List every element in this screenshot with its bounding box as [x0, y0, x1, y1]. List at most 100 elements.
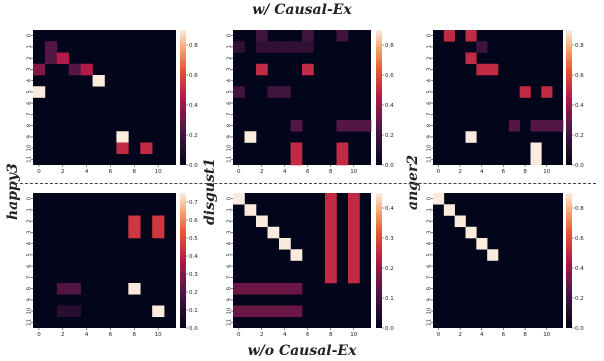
x-tick-label: 0	[37, 169, 41, 175]
y-tick-label: 3	[227, 67, 233, 71]
heatmap-cell	[302, 41, 314, 53]
heatmap-cell	[44, 41, 58, 53]
heatmap-cell	[541, 120, 553, 132]
heatmap-cell	[56, 305, 70, 318]
x-tick-label: 10	[543, 332, 550, 338]
colorbar-tick-label: 0.4	[189, 254, 198, 260]
y-tick-label: 2	[27, 219, 33, 223]
colorbar-tick-label: 0.2	[189, 290, 198, 296]
heatmap-cell	[325, 271, 337, 284]
heatmap-cell	[44, 52, 58, 65]
x-tick-label: 0	[37, 332, 41, 338]
heatmap-cell	[302, 30, 314, 42]
y-tick-label: 10	[227, 144, 233, 151]
heatmap-cell	[244, 204, 257, 216]
x-tick-label: 2	[61, 332, 65, 338]
heatmap-cell	[336, 120, 349, 132]
x-tick-label: 4	[480, 169, 484, 175]
x-tick-label: 10	[350, 169, 357, 175]
heatmap-cell	[530, 153, 542, 166]
heatmap-cell	[348, 271, 360, 284]
heatmap-cell	[279, 305, 291, 318]
colorbar	[566, 193, 572, 328]
colorbar-tick-label: 0.6	[385, 73, 394, 79]
y-tick-label: 7	[27, 275, 33, 279]
y-tick-label: 0	[27, 33, 33, 37]
heatmap-cell	[290, 142, 303, 155]
x-tick-label: 0	[237, 169, 241, 175]
y-tick-label: 11	[227, 319, 233, 326]
y-tick-label: 6	[27, 101, 33, 105]
heatmap-cell	[433, 193, 445, 205]
heatmap-cell	[68, 283, 81, 295]
heatmap-cell	[348, 193, 360, 205]
y-tick-label: 4	[427, 78, 433, 82]
heatmap-cell	[279, 86, 291, 98]
heatmap-cell	[290, 41, 303, 53]
heatmap-cell	[325, 238, 337, 250]
colorbar-tick-label: 0.6	[575, 236, 584, 242]
y-tick-label: 1	[427, 208, 433, 212]
x-tick-label: 2	[260, 332, 264, 338]
heatmap-cell	[443, 30, 455, 42]
heatmap-cell	[530, 120, 542, 132]
x-tick-label: 2	[458, 332, 462, 338]
y-tick-label: 5	[27, 90, 33, 94]
heatmap-cell	[256, 305, 268, 318]
y-tick-label: 11	[427, 156, 433, 163]
y-tick-label: 8	[427, 123, 433, 127]
colorbar	[180, 193, 186, 328]
heatmap-cell	[128, 215, 141, 228]
y-tick-label: 2	[427, 219, 433, 223]
colorbar-tick-label: 0.7	[189, 200, 198, 206]
y-tick-label: 9	[227, 298, 233, 302]
heatmap-cell	[348, 120, 360, 132]
x-tick-label: 4	[85, 332, 89, 338]
y-tick-label: 7	[27, 112, 33, 116]
colorbar-tick-label: 0.4	[385, 206, 394, 212]
y-tick-label: 5	[427, 253, 433, 257]
heatmap-cell	[116, 131, 129, 143]
bottom-title: w/o Causal-Ex	[247, 343, 357, 359]
y-tick-label: 10	[427, 307, 433, 314]
y-tick-label: 3	[27, 230, 33, 234]
x-tick-label: 8	[329, 332, 333, 338]
heatmap-cell	[256, 215, 268, 228]
colorbar-tick-label: 0.8	[385, 43, 394, 49]
heatmap-cell	[454, 215, 466, 228]
x-tick-label: 6	[109, 169, 113, 175]
y-tick-label: 4	[427, 241, 433, 245]
colorbar-tick-label: 0.4	[575, 103, 584, 109]
y-tick-label: 5	[27, 253, 33, 257]
heatmap-cell	[443, 204, 455, 216]
heatmap-cell	[336, 153, 349, 166]
y-tick-label: 10	[227, 307, 233, 314]
y-tick-label: 3	[27, 67, 33, 71]
heatmap-cell	[33, 63, 46, 76]
y-tick-label: 9	[427, 298, 433, 302]
y-tick-label: 5	[427, 90, 433, 94]
colorbar-tick-label: 0.5	[189, 236, 198, 242]
y-tick-label: 2	[427, 56, 433, 60]
y-tick-label: 5	[227, 253, 233, 257]
heatmap-cell	[80, 63, 93, 76]
x-tick-label: 2	[61, 169, 65, 175]
heatmap-cell	[68, 305, 81, 318]
colorbar-tick-label: 0.8	[575, 206, 584, 212]
y-tick-label: 2	[227, 56, 233, 60]
colorbar-tick-label: 0.2	[575, 296, 584, 302]
heatmap-cell	[465, 52, 477, 65]
y-tick-label: 8	[427, 286, 433, 290]
x-tick-label: 6	[502, 169, 506, 175]
x-tick-label: 6	[109, 332, 113, 338]
y-tick-label: 9	[27, 298, 33, 302]
top-title: w/ Causal-Ex	[252, 2, 352, 18]
y-tick-label: 1	[227, 45, 233, 49]
y-tick-label: 7	[427, 112, 433, 116]
heatmap-cell	[348, 226, 360, 239]
heatmap-cell	[325, 215, 337, 228]
heatmap-cell	[152, 215, 165, 228]
heatmap-cell	[279, 41, 291, 53]
colorbar-tick-label: 0.8	[575, 43, 584, 49]
